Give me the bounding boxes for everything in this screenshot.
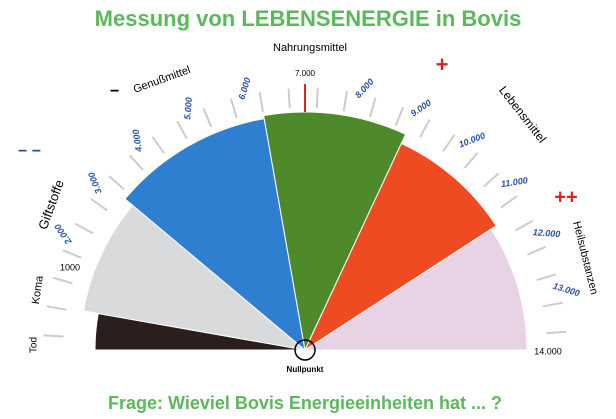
plus-plus-sign: ++	[554, 186, 577, 208]
tick	[46, 305, 67, 311]
sector	[82, 204, 307, 351]
tick	[74, 222, 94, 235]
zero-point-circle	[294, 339, 316, 361]
sector-label: Koma	[30, 274, 46, 305]
tick	[546, 330, 567, 335]
scale-label: 12.000	[532, 227, 560, 239]
scale-label: 5.000	[182, 97, 194, 120]
tick	[43, 334, 64, 338]
tick	[463, 152, 479, 169]
top-label: Nahrungsmittel	[273, 42, 347, 54]
left-value: 1000	[60, 262, 80, 272]
tick	[128, 154, 144, 171]
tick	[230, 98, 238, 119]
sector	[263, 111, 407, 352]
tick	[108, 175, 125, 191]
title: Messung von LEBENSENERGIE in Bovis	[95, 6, 522, 31]
tick	[176, 120, 188, 140]
tick	[536, 273, 557, 282]
tick	[202, 108, 213, 128]
tick	[442, 134, 456, 152]
tick	[500, 195, 518, 209]
scale-label: 4.000	[131, 129, 144, 154]
scale-ticks	[43, 88, 567, 338]
tick	[287, 88, 291, 109]
top-value: 7.000	[295, 69, 316, 78]
tick	[52, 276, 73, 285]
center-label: Nullpunkt	[287, 365, 324, 374]
scale-label: 11.000	[500, 175, 528, 189]
sector	[124, 117, 306, 352]
tick	[151, 136, 165, 154]
tick	[527, 245, 547, 256]
tick	[483, 172, 500, 188]
tick	[62, 249, 82, 259]
tick	[514, 219, 534, 232]
right-value: 14.000	[534, 346, 562, 356]
sector	[303, 228, 528, 351]
question: Frage: Wieviel Bovis Energieeinheiten ha…	[108, 393, 502, 413]
sector-label: Tod	[29, 337, 40, 353]
tick	[542, 301, 563, 308]
tick	[342, 91, 348, 112]
tick	[419, 119, 431, 138]
minus-minus-sign: − −	[18, 143, 41, 160]
tick	[394, 106, 405, 126]
tick	[369, 97, 377, 118]
plus-sign: +	[436, 52, 449, 77]
gauge-sectors	[82, 111, 528, 352]
minus-sign: −	[110, 83, 119, 100]
tick	[258, 91, 264, 112]
sector	[303, 142, 497, 352]
tick	[90, 198, 108, 212]
tick	[315, 88, 319, 109]
